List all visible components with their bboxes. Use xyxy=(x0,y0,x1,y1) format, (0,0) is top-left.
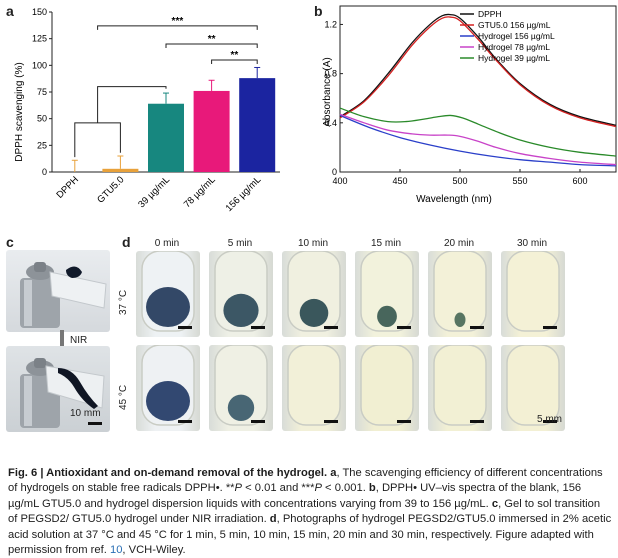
line-plot-frame xyxy=(339,5,617,173)
bracket-controls xyxy=(74,122,121,158)
panel-label-c: c xyxy=(6,234,14,250)
significance-label-1: ** xyxy=(208,34,216,45)
nir-label: NIR xyxy=(70,335,88,346)
time-label-0: 0 min xyxy=(154,238,180,249)
row-label-45c: 45 °C xyxy=(118,384,129,410)
panel-label-a: a xyxy=(6,3,14,19)
caption-p-2: P xyxy=(314,482,322,495)
line-chart-xlabel: Wavelength (nm) xyxy=(416,194,492,205)
significance-label-0: *** xyxy=(172,16,184,27)
vial-photo-r1-c3 xyxy=(355,345,419,431)
series-line-0 xyxy=(339,13,617,126)
row-label-37c: 37 °C xyxy=(118,289,129,315)
vial-photo-r1-c0 xyxy=(136,345,200,431)
caption-fig-title: Fig. 6 | Antioxidant and on-demand remov… xyxy=(8,467,328,479)
legend-label-1: GTU5.0 156 µg/mL xyxy=(478,20,551,30)
caption-text-b: , DPPH• UV–vis spectra of the blank, 156… xyxy=(8,482,582,510)
line-x-tick-label-2: 500 xyxy=(452,176,467,186)
caption-p-1: P xyxy=(234,482,243,495)
bar-category-label-0: DPPH xyxy=(54,174,81,201)
bracket-controls-to-hydrogel xyxy=(97,86,167,123)
bar-4 xyxy=(239,78,276,172)
caption-ref-link[interactable]: 10 xyxy=(109,544,123,557)
photo-c-after-nir xyxy=(6,346,110,432)
significance-bracket-0 xyxy=(97,25,258,30)
vial-photo-r0-c0 xyxy=(136,251,200,337)
caption-label-c: c xyxy=(491,497,499,510)
vial-photo-r1-c2 xyxy=(282,345,346,431)
bar-y-tick-label-1: 25 xyxy=(37,140,47,150)
time-label-5: 30 min xyxy=(516,238,547,249)
bar-1 xyxy=(102,168,139,172)
vial-photo-r0-c3 xyxy=(355,251,419,337)
significance-bracket-1 xyxy=(165,43,258,48)
legend-label-0: DPPH xyxy=(478,9,502,19)
caption-text-c: , Gel to sol transition of PEGSD2/ GTU5.… xyxy=(8,497,601,526)
time-label-3: 15 min xyxy=(370,238,401,249)
bar-y-tick-label-3: 75 xyxy=(37,87,47,97)
time-label-4: 20 min xyxy=(443,238,474,249)
line-x-tick-label-3: 550 xyxy=(512,176,527,186)
vial-photo-r0-c4 xyxy=(428,251,492,337)
time-label-1: 5 min xyxy=(227,238,253,249)
panel-label-d: d xyxy=(122,234,131,250)
caption-label-d: d xyxy=(269,513,277,526)
line-chart-ylabel: Absorbance (A) xyxy=(322,57,333,126)
series-line-1 xyxy=(339,16,617,128)
line-x-tick-label-4: 600 xyxy=(572,176,587,186)
bar-y-tick-label-4: 100 xyxy=(32,60,47,70)
line-y-tick-label-0: 0 xyxy=(332,167,337,177)
scale-label-c: 10 mm xyxy=(70,408,101,419)
legend-label-2: Hydrogel 156 µg/mL xyxy=(478,31,555,41)
line-x-tick-label-0: 400 xyxy=(332,176,347,186)
bar-category-label-4: 156 µg/mL xyxy=(224,174,264,214)
scale-label-d: 5 mm xyxy=(537,414,562,425)
series-line-3 xyxy=(339,113,617,166)
figure-caption: Fig. 6 | Antioxidant and on-demand remov… xyxy=(8,466,612,558)
bar-y-tick-label-0: 0 xyxy=(42,167,47,177)
vial-photo-r1-c4 xyxy=(428,345,492,431)
scale-bar-c xyxy=(88,422,102,425)
bar-category-label-1: GTU5.0 xyxy=(95,174,126,205)
bar-3 xyxy=(193,90,230,172)
vial-photo-r1-c5 xyxy=(501,345,565,431)
legend-label-3: Hydrogel 78 µg/mL xyxy=(478,42,550,52)
line-y-tick-label-2: 0.8 xyxy=(324,69,337,79)
bar-category-label-3: 78 µg/mL xyxy=(182,174,218,210)
line-x-tick-label-1: 450 xyxy=(392,176,407,186)
vial-photo-r0-c2 xyxy=(282,251,346,337)
nir-arrow xyxy=(60,330,64,352)
bar-chart-dpph-scavenging: 0 25 50 75 100 125 150 DPPH GTU5.0 39 µg/mL 78 µg/… xyxy=(14,7,280,214)
caption-text-p2: < 0.001. xyxy=(321,482,369,495)
bar-y-tick-label-6: 150 xyxy=(32,7,47,17)
caption-label-a: a xyxy=(327,467,337,479)
legend-label-4: Hydrogel 39 µg/mL xyxy=(478,53,550,63)
bar-y-tick-label-5: 125 xyxy=(32,34,47,44)
vial-photo-r0-c5 xyxy=(501,251,565,337)
caption-label-b: b xyxy=(368,482,376,495)
bar-2 xyxy=(148,103,184,172)
bar-chart-ylabel: DPPH scavenging (%) xyxy=(14,62,25,161)
vial-photo-r1-c1 xyxy=(209,345,273,431)
caption-text-a: , The scavenging efficiency of different… xyxy=(8,467,603,495)
line-y-tick-label-3: 1.2 xyxy=(324,19,337,29)
time-label-2: 10 min xyxy=(297,238,328,249)
panel-label-b: b xyxy=(314,3,323,19)
bar-y-tick-label-2: 50 xyxy=(37,114,47,124)
photo-c-before-nir xyxy=(6,250,110,332)
significance-bracket-2 xyxy=(211,59,258,64)
bar-category-label-2: 39 µg/mL xyxy=(136,174,172,210)
line-y-tick-label-1: 0.4 xyxy=(324,118,337,128)
series-line-2 xyxy=(339,114,617,167)
series-line-4 xyxy=(339,107,617,157)
vial-photo-r0-c1 xyxy=(209,251,273,337)
caption-text-end: , VCH-Wiley. xyxy=(122,544,186,557)
significance-label-2: ** xyxy=(231,50,239,61)
caption-text-p1: < 0.01 and *** xyxy=(242,482,315,495)
